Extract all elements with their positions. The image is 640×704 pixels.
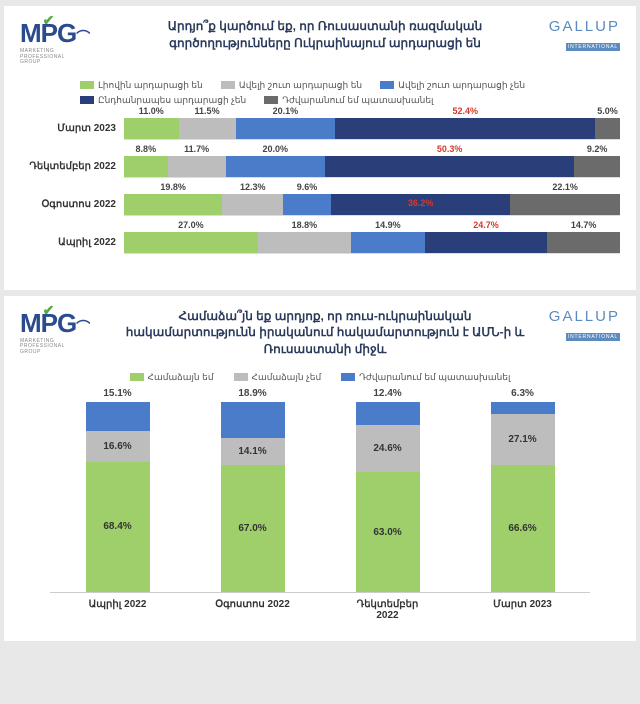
x-axis-label: Օգոստոս 2022 [213, 599, 293, 621]
bar-segment: 12.4% [356, 402, 420, 426]
legend-item: Ընդհանրապես արդարացի չեն [80, 95, 246, 106]
header-row-2: M✔PG⌒ MARKETING PROFESSIONAL GROUP Համաձ… [20, 308, 620, 358]
bar-segment: 9.6% [283, 194, 331, 215]
bar-segment: 14.7% [547, 232, 620, 253]
row-label: Օգոստոս 2022 [24, 199, 124, 210]
x-axis-label: Ապրիլ 2022 [78, 599, 158, 621]
row-label: Մարտ 2023 [24, 123, 124, 134]
mpg-sub3: GROUP [20, 60, 110, 66]
bar-segment: 68.4% [86, 462, 150, 592]
bar-segment: 20.0% [226, 156, 325, 177]
bar-segment: 18.9% [221, 402, 285, 438]
chart1-row: Օգոստոս 202219.8%12.3%9.6%36.2%22.1% [24, 194, 620, 216]
logo-gallup-2: GALLUP INTERNATIONAL [540, 308, 620, 343]
chart2-column: 68.4%16.6%15.1% [78, 402, 158, 592]
bar-segment: 5.0% [595, 118, 620, 139]
bar-segment: 63.0% [356, 472, 420, 592]
bar-segment: 22.1% [510, 194, 620, 215]
bar-segment: 24.6% [356, 425, 420, 472]
bar-segment: 14.9% [351, 232, 425, 253]
bar-segment: 9.2% [574, 156, 620, 177]
legend-item: Ավելի շուտ արդարացի չեն [380, 80, 525, 91]
row-label: Դեկտեմբեր 2022 [24, 161, 124, 172]
legend-item: Ավելի շուտ արդարացի են [221, 80, 362, 91]
x-axis-label: Մարտ 2023 [483, 599, 563, 621]
chart1-legend: Լիովին արդարացի են Ավելի շուտ արդարացի են… [80, 80, 600, 106]
chart2-column: 67.0%14.1%18.9% [213, 402, 293, 592]
bar-segment: 11.5% [179, 118, 236, 139]
bar-segment: 16.6% [86, 431, 150, 463]
bar-segment: 50.3% [325, 156, 574, 177]
chart2-bars: 68.4%16.6%15.1% 67.0%14.1%18.9% 63.0%24.6%… [50, 393, 590, 593]
bar-segment: 67.0% [221, 465, 285, 592]
bar-segment: 27.1% [491, 414, 555, 465]
logo-mpg: M✔PG⌒ MARKETING PROFESSIONAL GROUP [20, 18, 110, 66]
chart1-bars: Մարտ 202311.0%11.5%20.1%52.4%5.0% Դեկտեմբ… [24, 118, 620, 254]
bar-segment: 19.8% [124, 194, 222, 215]
chart2-xlabels: Ապրիլ 2022 Օգոստոս 2022 Դեկտեմբեր 2022 Մարտ… [50, 599, 590, 621]
x-axis-label: Դեկտեմբեր 2022 [348, 599, 428, 621]
logo-gallup: GALLUP INTERNATIONAL [540, 18, 620, 53]
legend-item: Դժվարանում եմ պատասխանել [341, 372, 510, 383]
panel-chart1: M✔PG⌒ MARKETING PROFESSIONAL GROUP Արդյո… [4, 6, 636, 290]
bar-segment: 14.1% [221, 438, 285, 465]
panel-chart2: M✔PG⌒ MARKETING PROFESSIONAL GROUP Համաձ… [4, 296, 636, 641]
chart2-title: Համաձա՞յն եք արդյոք, որ ռուս-ուկրաինական… [120, 308, 530, 358]
chart2-column: 66.6%27.1%6.3% [483, 402, 563, 592]
chart1-title: Արդյո՞ք կարծում եք, որ Ռուսաստանի ռազմակ… [120, 18, 530, 52]
legend-item: Համաձայն չեմ [234, 372, 322, 383]
bar-segment: 11.7% [168, 156, 226, 177]
bar-segment: 66.6% [491, 465, 555, 592]
bar-segment: 15.1% [86, 402, 150, 431]
legend-item: Լիովին արդարացի են [80, 80, 203, 91]
bar-segment: 52.4% [335, 118, 595, 139]
bar-segment: 6.3% [491, 402, 555, 414]
bar-segment: 27.0% [124, 232, 258, 253]
legend-item: Համաձայն եմ [130, 372, 214, 383]
chart1-row: Դեկտեմբեր 20228.8%11.7%20.0%50.3%9.2% [24, 156, 620, 178]
chart1-row: Ապրիլ 202227.0%18.8%14.9%24.7%14.7% [24, 232, 620, 254]
bar-segment: 11.0% [124, 118, 179, 139]
bar-segment: 24.7% [425, 232, 547, 253]
bar-segment: 12.3% [222, 194, 283, 215]
legend-item: Դժվարանում եմ պատասխանել [264, 95, 433, 106]
header-row: M✔PG⌒ MARKETING PROFESSIONAL GROUP Արդյո… [20, 18, 620, 66]
chart2-legend: Համաձայն եմ Համաձայն չեմ Դժվարանում եմ պատ… [20, 372, 620, 383]
logo-mpg-2: M✔PG⌒ MARKETING PROFESSIONAL GROUP [20, 308, 110, 356]
bar-segment: 20.1% [236, 118, 336, 139]
chart1-row: Մարտ 202311.0%11.5%20.1%52.4%5.0% [24, 118, 620, 140]
chart2-column: 63.0%24.6%12.4% [348, 402, 428, 592]
bar-segment: 36.2% [331, 194, 511, 215]
row-label: Ապրիլ 2022 [24, 237, 124, 248]
bar-segment: 8.8% [124, 156, 168, 177]
bar-segment: 18.8% [258, 232, 351, 253]
